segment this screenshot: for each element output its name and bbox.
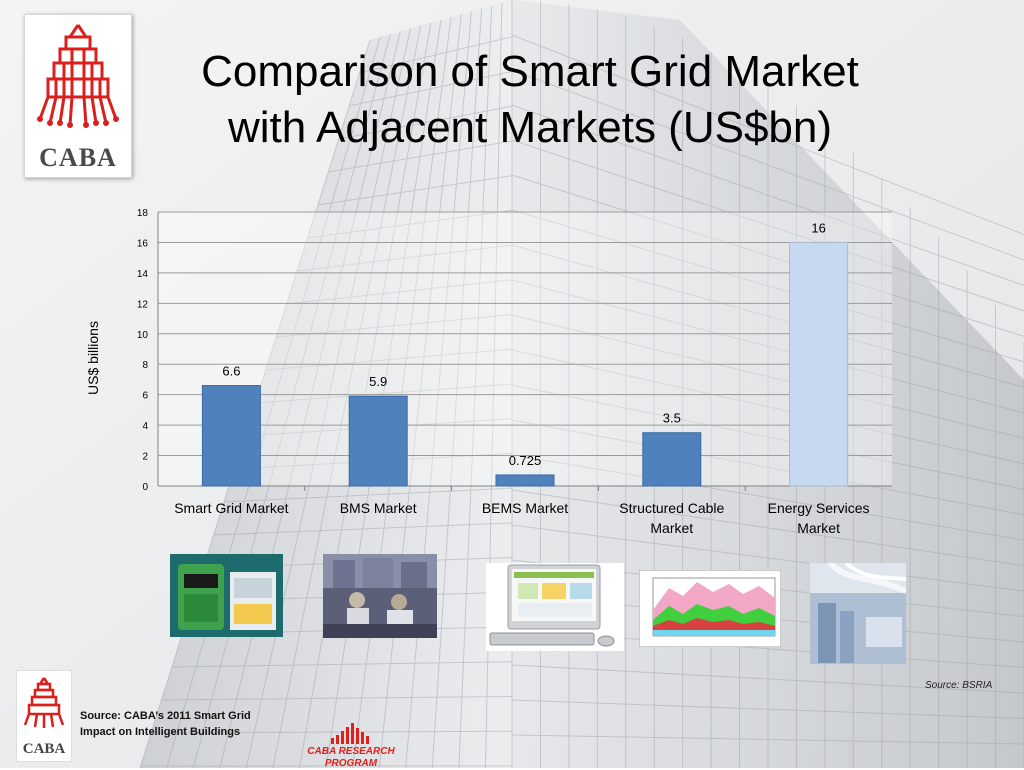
y-tick-label: 0 [142,482,148,493]
program-line-2: PROGRAM [305,758,397,770]
bar [496,475,554,486]
y-tick-label: 8 [142,360,148,371]
data-label: 3.5 [663,411,681,426]
x-category-label: Market [650,520,693,536]
data-label: 0.725 [509,453,542,468]
signal-bars-icon [329,722,373,744]
source-left-line-2: Impact on Intelligent Buildings [80,724,280,740]
y-tick-label: 14 [137,269,149,280]
x-category-label: Market [797,520,840,536]
y-axis-label: US$ billions [85,321,101,395]
x-category-label: Energy Services [768,500,870,516]
program-line-1: CABA RESEARCH [305,746,397,758]
caba-small-tower-icon [18,673,70,737]
bar [202,386,260,486]
x-category-label: Smart Grid Market [174,500,288,516]
energy-graph-photo [639,570,781,647]
y-tick-label: 2 [142,452,148,463]
small-logo-text: CABA [17,741,71,758]
bar [643,433,701,486]
smart-meter-photo [170,554,283,637]
y-tick-label: 18 [137,208,149,219]
caba-research-program-logo: CABA RESEARCH PROGRAM [305,722,397,770]
bar [349,396,407,486]
data-label: 16 [811,220,825,235]
bems-computer-photo [486,563,624,651]
y-tick-label: 16 [137,238,149,249]
y-tick-label: 6 [142,391,148,402]
caba-small-logo: CABA [16,670,72,762]
x-category-label: BMS Market [340,500,417,516]
source-bsria: Source: BSRIA [925,680,992,691]
x-category-label: BEMS Market [482,500,568,516]
data-label: 6.6 [222,364,240,379]
bar [790,242,848,486]
office-workers-photo [323,554,437,638]
data-label: 5.9 [369,374,387,389]
y-tick-label: 4 [142,421,148,432]
source-caba-report: Source: CABA’s 2011 Smart Grid Impact on… [80,708,280,740]
bar-chart: 0 2 4 6 8 10 12 14 16 18 6.6 5.9 0.725 3.5 16 Smart G… [0,0,1024,560]
source-left-line-1: Source: CABA’s 2011 Smart Grid [80,708,280,724]
x-category-label: Structured Cable [619,500,724,516]
y-tick-label: 12 [137,299,149,310]
structured-cable-photo [810,563,906,664]
y-tick-label: 10 [137,330,149,341]
plot-area [158,212,892,486]
